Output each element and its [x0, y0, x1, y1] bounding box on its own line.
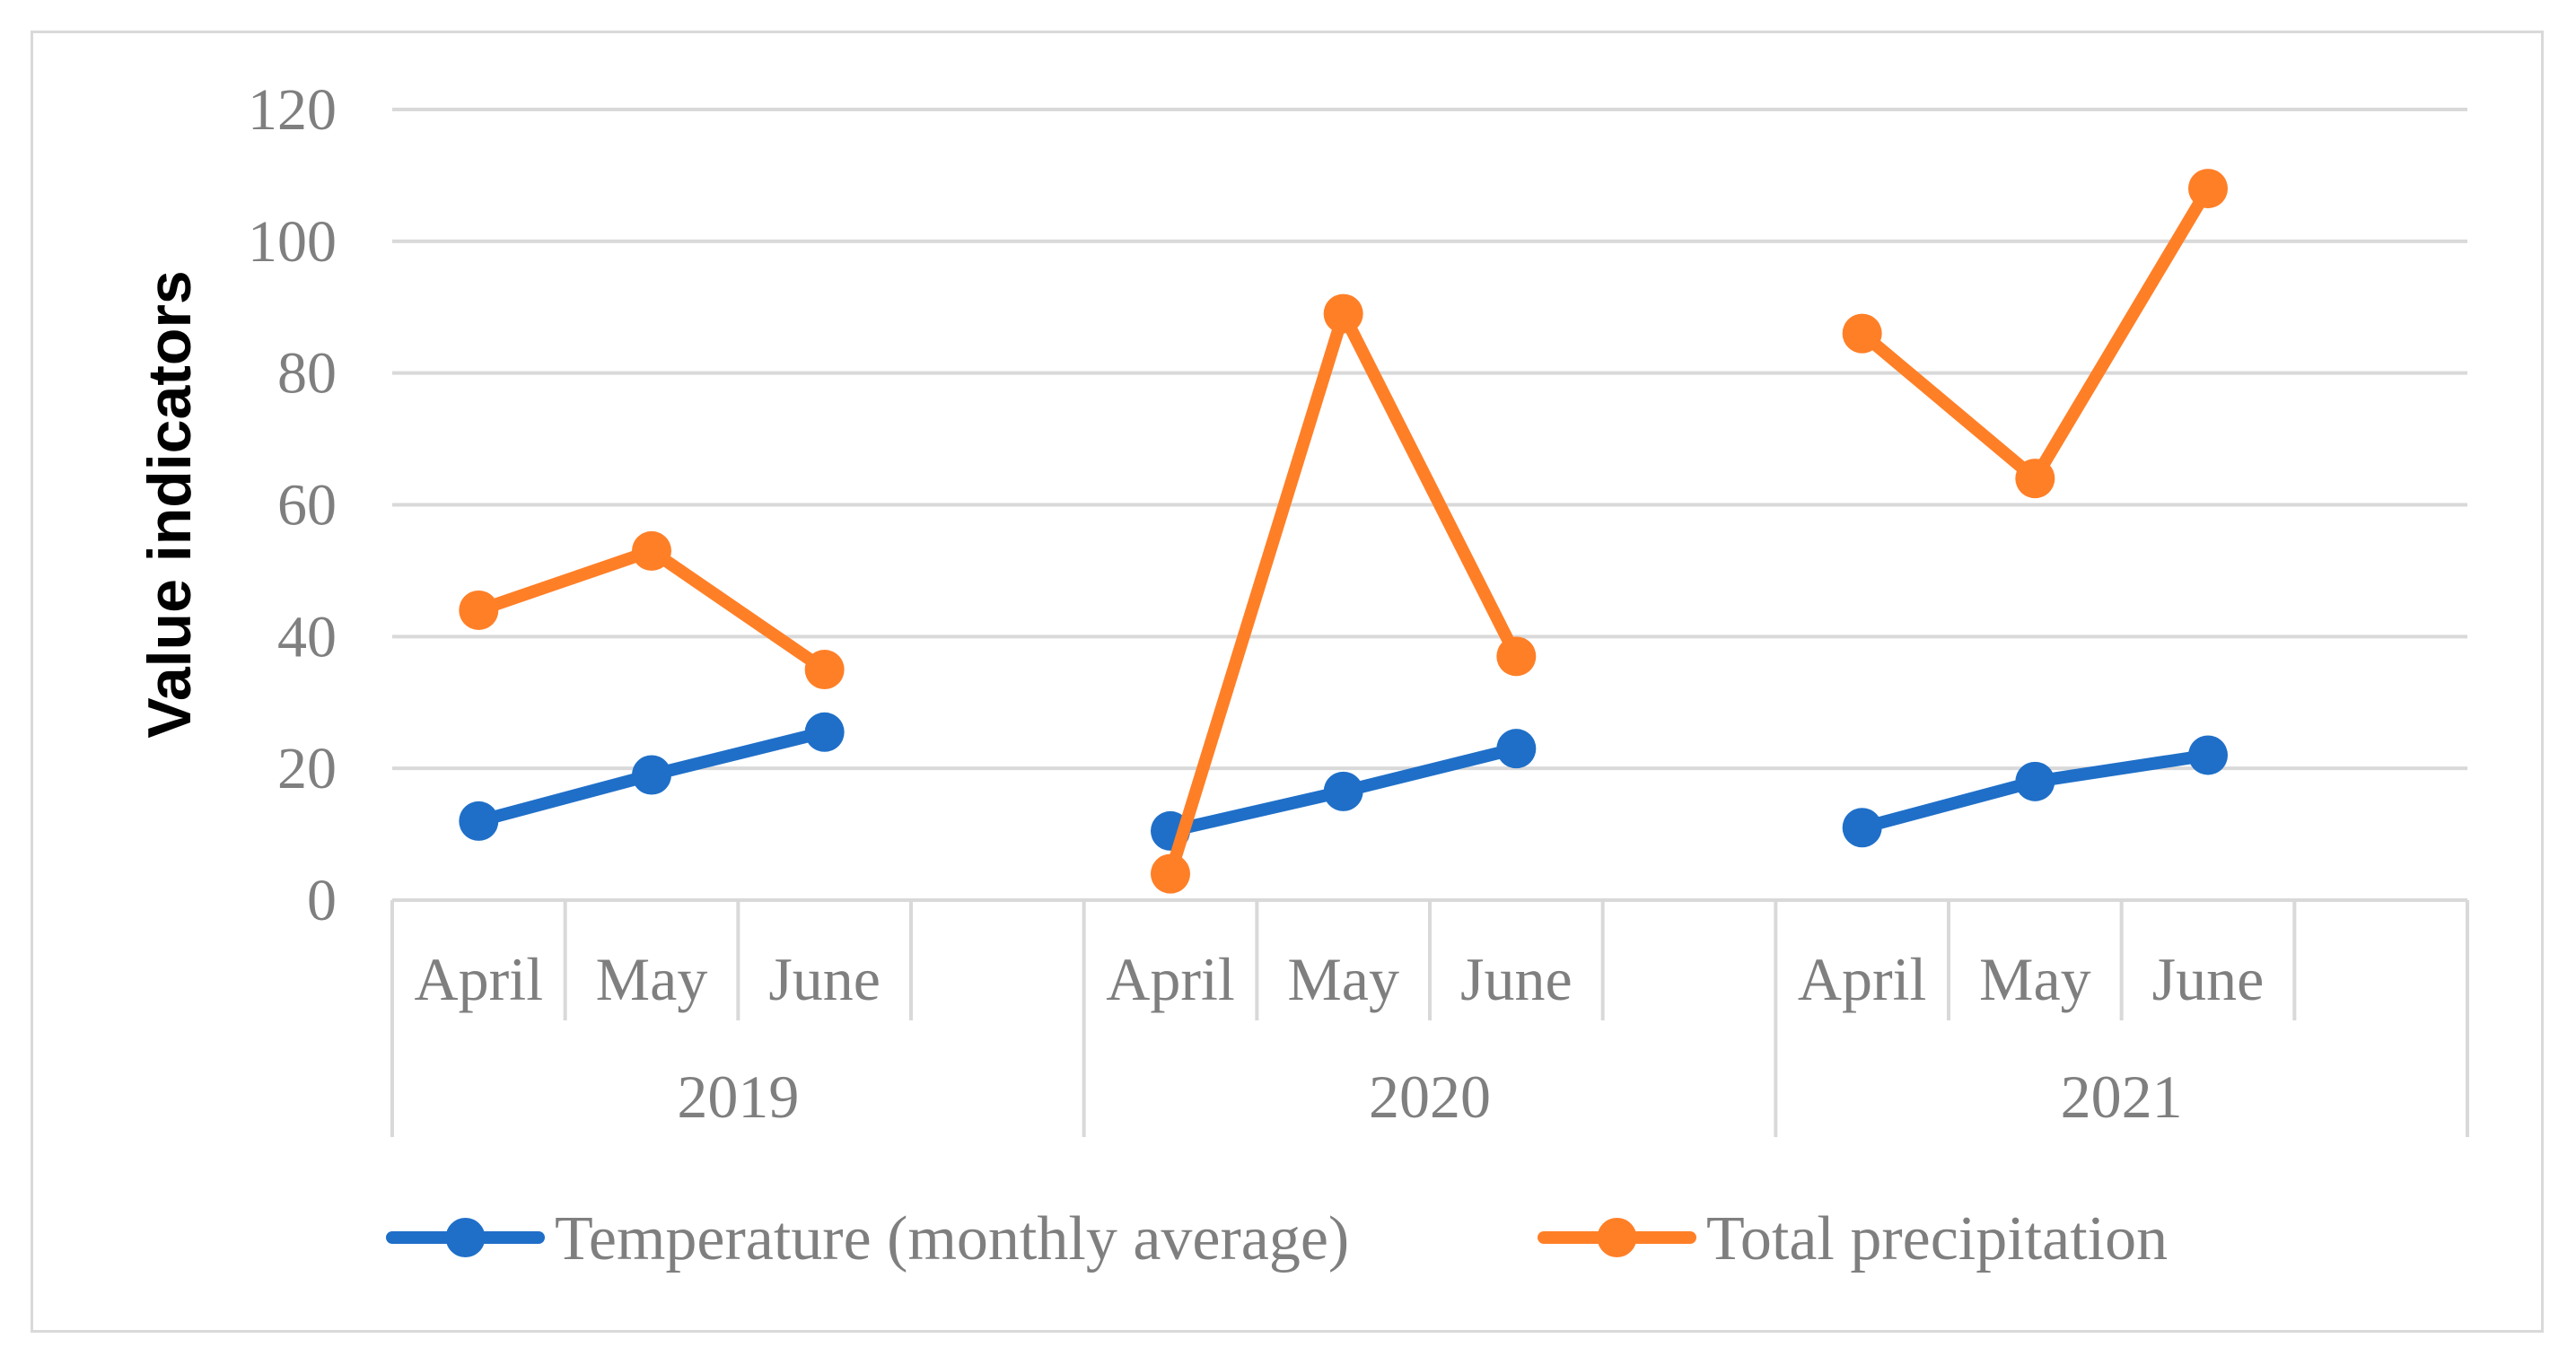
- data-point: [804, 712, 845, 752]
- category-axis: April May June 2019 April May June 2020 April May…: [390, 900, 2469, 1137]
- data-point: [1842, 808, 1882, 848]
- series-line: [1855, 182, 2214, 486]
- year-label: 2020: [1369, 1063, 1491, 1131]
- data-point: [632, 530, 671, 571]
- data-point: [1151, 853, 1190, 894]
- data-point: [2015, 761, 2055, 801]
- category-label: May: [1979, 945, 2091, 1013]
- y-tick-label: 0: [307, 868, 337, 933]
- y-axis-label: Value indicators: [136, 270, 204, 739]
- year-label: 2019: [677, 1063, 799, 1131]
- category-label: June: [2152, 945, 2265, 1013]
- series-lines: [459, 169, 2228, 894]
- legend: Temperature (monthly average) Total preci…: [386, 1204, 2168, 1273]
- data-point: [1323, 771, 1363, 811]
- legend-marker: [1597, 1218, 1637, 1257]
- data-point: [2188, 735, 2228, 775]
- y-tick-label: 120: [248, 77, 337, 143]
- legend-marker: [445, 1218, 486, 1257]
- y-axis-ticks: 0 20 40 60 80 100 120: [248, 77, 337, 933]
- category-label: April: [1106, 945, 1235, 1013]
- category-label: June: [768, 945, 881, 1013]
- data-point: [632, 755, 671, 795]
- y-tick-label: 60: [277, 473, 337, 538]
- chart-frame: [31, 31, 2544, 1333]
- data-point: [2015, 459, 2055, 499]
- legend-label: Total precipitation: [1706, 1204, 2168, 1273]
- category-label: June: [1460, 945, 1573, 1013]
- data-point: [1842, 313, 1882, 354]
- category-label: May: [1287, 945, 1399, 1013]
- data-point: [1323, 293, 1363, 334]
- data-point: [459, 590, 499, 630]
- data-point: [1496, 729, 1537, 769]
- category-label: April: [415, 945, 544, 1013]
- legend-label: Temperature (monthly average): [555, 1204, 1349, 1273]
- year-label: 2021: [2061, 1063, 2183, 1131]
- y-tick-label: 20: [277, 736, 337, 801]
- data-point: [804, 650, 845, 690]
- category-label: April: [1798, 945, 1927, 1013]
- category-label: May: [596, 945, 708, 1013]
- y-tick-label: 80: [277, 341, 337, 407]
- y-tick-label: 40: [277, 604, 337, 669]
- data-point: [459, 801, 499, 841]
- data-point: [1496, 636, 1537, 677]
- gridlines: [392, 108, 2467, 902]
- y-tick-label: 100: [248, 209, 337, 275]
- data-point: [2188, 169, 2228, 209]
